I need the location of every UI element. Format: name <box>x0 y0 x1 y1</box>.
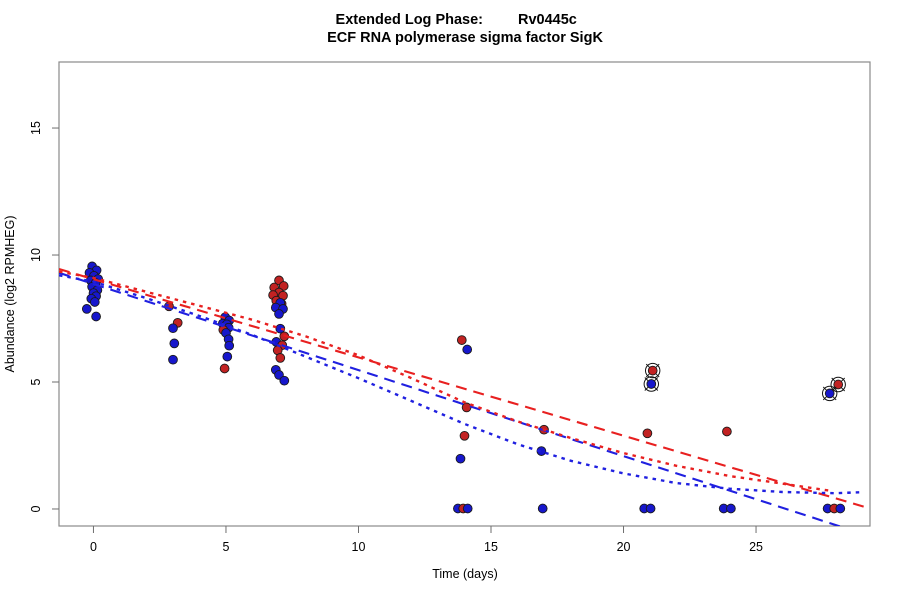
trend-line-red-dashed <box>59 267 870 510</box>
outlier-point-blue <box>822 385 838 402</box>
x-tick-label: 25 <box>749 540 763 554</box>
y-axis-label: Abundance (log2 RPMHEG) <box>3 215 17 372</box>
data-point-blue <box>279 375 290 386</box>
x-tick-label: 0 <box>90 540 97 554</box>
trend-line-blue-dotted <box>59 274 863 495</box>
data-point-blue <box>462 344 473 355</box>
data-point-blue <box>645 503 656 514</box>
data-point-red <box>278 281 289 291</box>
y-tick-label: 0 <box>29 505 43 512</box>
y-tick-label: 15 <box>29 121 43 135</box>
data-point-red <box>456 335 467 345</box>
plot-box <box>58 61 871 527</box>
data-point-blue <box>537 503 548 514</box>
x-tick-label: 15 <box>484 540 498 554</box>
x-axis-label: Time (days) <box>432 567 498 581</box>
y-tick-label: 5 <box>29 378 43 385</box>
plot-area: 0 5 10 15 20 25 0 5 10 15 <box>29 61 871 554</box>
chart-subtitle: ECF RNA polymerase sigma factor SigK <box>327 30 603 46</box>
data-point-red <box>722 426 732 437</box>
x-tick-label: 5 <box>222 540 229 554</box>
data-point-blue <box>91 311 101 322</box>
x-tick-label: 10 <box>352 540 366 554</box>
x-tick-label: 20 <box>617 540 631 554</box>
data-point-blue <box>835 503 846 514</box>
data-point-blue <box>222 351 233 362</box>
data-point-blue <box>462 503 473 514</box>
data-point-blue <box>224 340 235 351</box>
data-point-blue <box>89 297 100 307</box>
data-point-blue <box>81 304 92 314</box>
data-point-blue <box>169 338 180 349</box>
outlier-point-blue <box>643 376 659 392</box>
data-point-blue <box>168 323 178 334</box>
data-point-blue <box>168 354 178 365</box>
chart-title-gene: Rv0445c <box>518 12 577 28</box>
chart-title-left: Extended Log Phase: <box>336 12 483 28</box>
data-point-blue <box>455 453 466 464</box>
trend-line-red-dotted <box>59 270 834 493</box>
y-tick-label: 10 <box>29 248 43 262</box>
data-point-red <box>461 402 472 413</box>
trend-line-blue-dashed <box>59 271 843 526</box>
data-points-layer <box>81 261 846 514</box>
data-point-blue <box>274 309 284 319</box>
data-point-red <box>459 430 470 441</box>
data-point-red <box>219 363 230 374</box>
data-point-red <box>275 353 286 363</box>
outlier-point-red <box>645 362 661 379</box>
data-point-blue <box>726 503 736 514</box>
data-point-red <box>642 428 653 439</box>
